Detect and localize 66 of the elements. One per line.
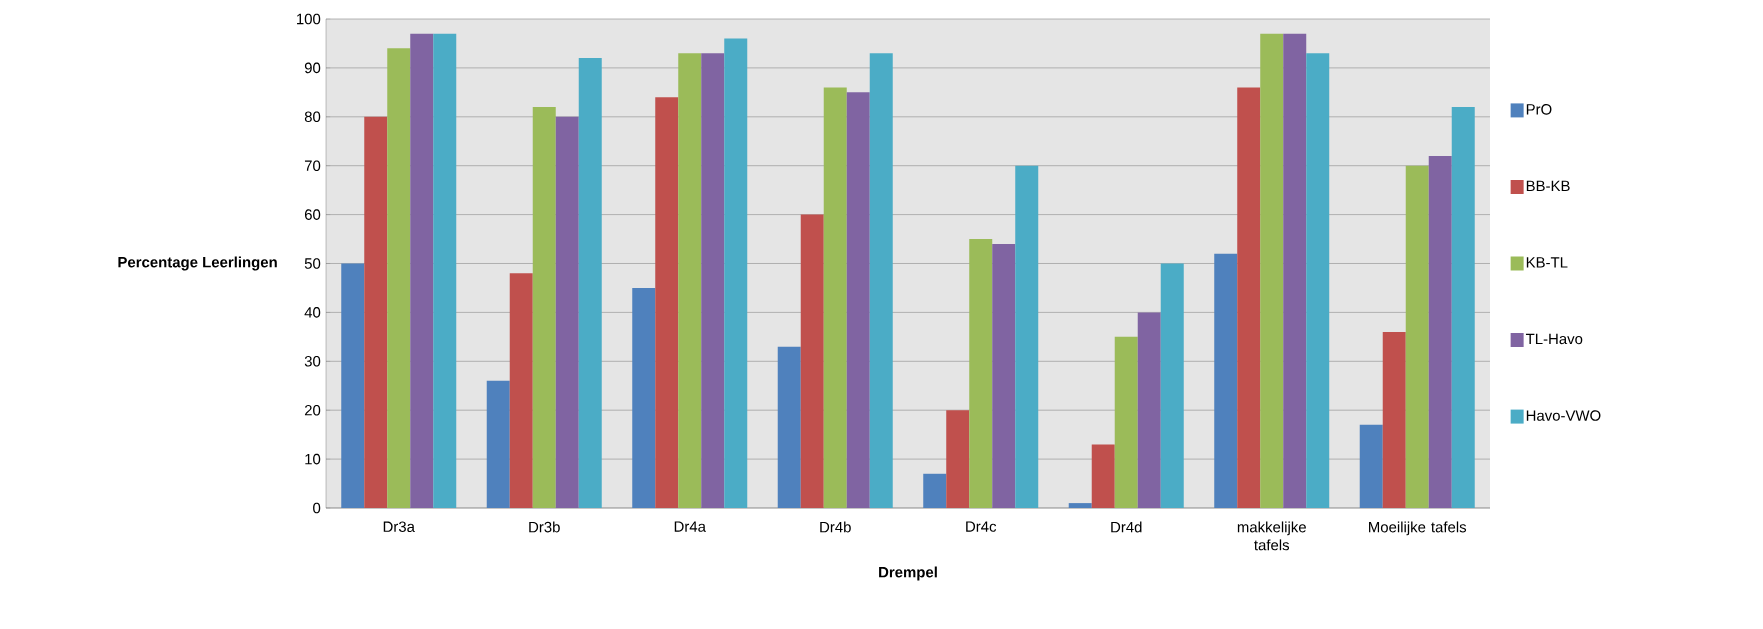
y-tick-label: 90 <box>304 62 321 74</box>
bar <box>1359 424 1383 508</box>
bar <box>1405 165 1429 508</box>
legend-label: Havo-VWO <box>1526 410 1601 421</box>
bar <box>1214 253 1238 508</box>
x-tick-label: Dr4b <box>820 521 851 533</box>
bar <box>364 116 388 508</box>
bar <box>823 87 847 508</box>
y-tick-label: 60 <box>304 209 321 220</box>
bar <box>1237 87 1261 508</box>
x-axis-title: Drempel <box>879 566 937 581</box>
bar <box>632 287 656 508</box>
x-tick-label: Dr4c <box>966 521 997 532</box>
bar <box>946 410 970 508</box>
bar <box>724 38 748 508</box>
y-tick-label: 70 <box>304 160 321 171</box>
bar <box>578 58 602 508</box>
bar <box>1160 263 1184 508</box>
bar <box>969 239 993 508</box>
bar <box>1428 155 1452 508</box>
bar <box>923 473 947 508</box>
bar <box>1015 165 1039 508</box>
bar <box>387 48 411 508</box>
bar <box>678 53 702 508</box>
legend-label: TL-Havo <box>1525 333 1583 345</box>
y-tick-label: 80 <box>304 111 321 123</box>
bar <box>532 107 556 508</box>
y-tick-label: 100 <box>297 13 321 25</box>
bar <box>701 53 725 508</box>
y-tick-label: 50 <box>304 258 321 269</box>
legend-label: PrO <box>1526 104 1552 115</box>
bar <box>1260 33 1284 508</box>
y-tick-label: 10 <box>305 453 321 465</box>
x-tick-label: Moeilijke tafels <box>1369 521 1467 536</box>
y-tick-label: 0 <box>313 502 321 514</box>
x-tick-label: Dr3a <box>383 521 415 533</box>
x-tick-label: makkelijke tafels <box>1237 521 1306 551</box>
y-tick-label: 20 <box>304 404 321 416</box>
bar <box>433 33 457 508</box>
x-tick-label: Dr4d <box>1111 521 1142 533</box>
bar <box>341 263 365 508</box>
bar <box>1137 312 1161 508</box>
y-tick-label: 40 <box>304 307 321 318</box>
bar <box>1068 503 1092 508</box>
bar <box>1382 331 1406 508</box>
bar <box>555 116 579 508</box>
bar <box>1283 33 1307 508</box>
bar <box>1451 107 1475 508</box>
x-tick-label: Dr4a <box>674 521 706 532</box>
bar <box>1091 444 1115 508</box>
bar <box>869 53 893 508</box>
bar <box>410 33 434 508</box>
legend-label: BB-KB <box>1526 180 1570 192</box>
bar <box>800 214 824 508</box>
y-axis-title: Percentage Leerlingen <box>118 256 277 271</box>
y-tick-label: 30 <box>304 356 321 367</box>
legend-label: KB-TL <box>1526 257 1568 268</box>
bar <box>655 97 679 508</box>
bar <box>1114 336 1138 508</box>
bar <box>777 346 801 508</box>
bar <box>509 273 533 508</box>
x-tick-label: Dr3b <box>529 521 560 533</box>
bar <box>1306 53 1330 508</box>
bar <box>992 243 1016 508</box>
bar <box>846 92 870 508</box>
bar <box>486 380 510 508</box>
